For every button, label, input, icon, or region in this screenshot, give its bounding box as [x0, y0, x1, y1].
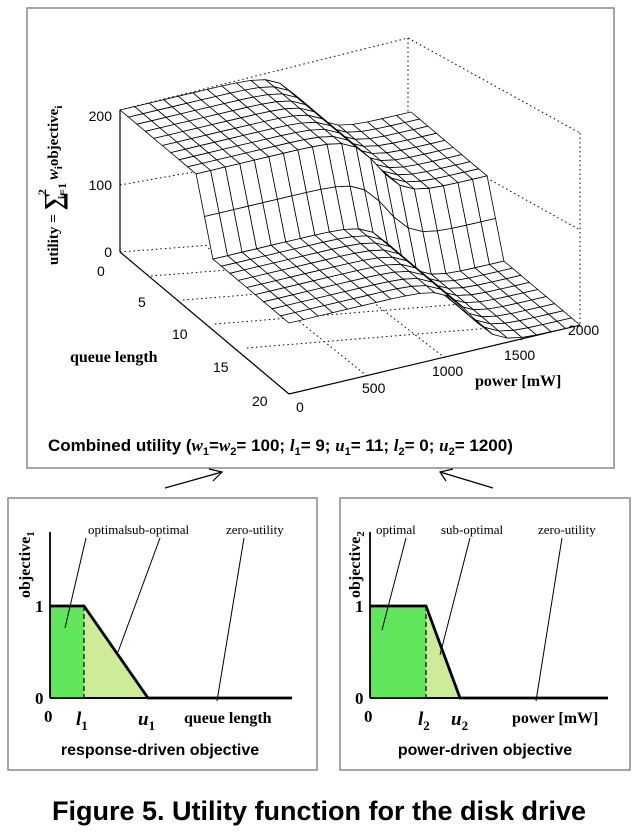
right-x-tick-0: 0 [364, 707, 373, 726]
queue-tick-0: 0 [97, 263, 105, 279]
arrow-right [439, 468, 494, 489]
left-panel-frame [7, 497, 318, 771]
right-x-axis-label: power [mW] [512, 710, 598, 727]
right-objective-plot [369, 532, 608, 702]
right-y-tick-0: 0 [355, 689, 364, 708]
z-axis-label: utility = ∑2 i=1wiobjectivei [35, 106, 69, 265]
queue-tick-20: 20 [252, 393, 268, 409]
right-panel-caption: power-driven objective [398, 742, 572, 759]
power-tick-2000: 2000 [568, 322, 599, 338]
left-objective-plot [49, 532, 292, 702]
figure-caption: Figure 5. Utility function for the disk … [52, 796, 586, 826]
right-y-axis-label: objective2 [347, 531, 367, 598]
left-y-tick-1: 1 [35, 597, 44, 616]
left-x-axis-label: queue length [184, 710, 272, 727]
queue-tick-10: 10 [172, 326, 188, 342]
right-label-suboptimal: sub-optimal [441, 522, 503, 537]
left-y-axis-label: objective1 [17, 531, 37, 598]
power-tick-500: 500 [362, 380, 386, 396]
power-tick-1500: 1500 [504, 347, 535, 363]
power-tick-0: 0 [296, 399, 304, 415]
left-panel-caption: response-driven objective [61, 742, 259, 759]
left-objective-line [50, 604, 292, 700]
right-y-tick-1: 1 [355, 597, 364, 616]
queue-axis-label: queue length [70, 349, 158, 366]
right-x-tick-l2: l2 [418, 709, 430, 733]
power-tick-1000: 1000 [432, 363, 463, 379]
left-label-zero-utility: zero-utility [226, 522, 284, 537]
right-optimal-region [370, 606, 426, 698]
right-x-tick-u2: u2 [451, 709, 468, 733]
z-tick-0: 0 [104, 244, 112, 260]
arrow-left [164, 468, 224, 489]
right-objective-line [370, 604, 608, 700]
z-tick-100: 100 [89, 177, 113, 193]
left-x-tick-0: 0 [44, 707, 53, 726]
combined-utility-caption: Combined utility (w1=w2= 100; l1= 9; u1=… [48, 436, 513, 458]
power-axis-label: power [mW] [475, 373, 561, 390]
z-tick-200: 200 [89, 108, 113, 124]
queue-tick-5: 5 [138, 294, 146, 310]
queue-tick-15: 15 [213, 359, 229, 375]
axes-solid [119, 110, 581, 395]
left-label-suboptimal: sub-optimal [127, 522, 189, 537]
surface-cell [279, 312, 305, 324]
right-label-zero-utility: zero-utility [538, 522, 596, 537]
svg-text:objective2: objective2 [347, 531, 367, 598]
svg-text:utility = ∑2i=1wiobjectivei: utility = ∑2 i=1wiobjectivei [35, 106, 69, 265]
right-label-optimal: optimal [376, 522, 416, 537]
utility-surface-mesh [119, 79, 581, 339]
left-y-tick-0: 0 [35, 689, 44, 708]
top-panel-frame [26, 7, 615, 469]
left-label-optimal: optimal [88, 522, 128, 537]
svg-text:objective1: objective1 [17, 531, 37, 598]
left-x-tick-u1: u1 [138, 709, 155, 733]
left-x-tick-l1: l1 [76, 709, 88, 733]
right-panel-frame [339, 497, 631, 771]
